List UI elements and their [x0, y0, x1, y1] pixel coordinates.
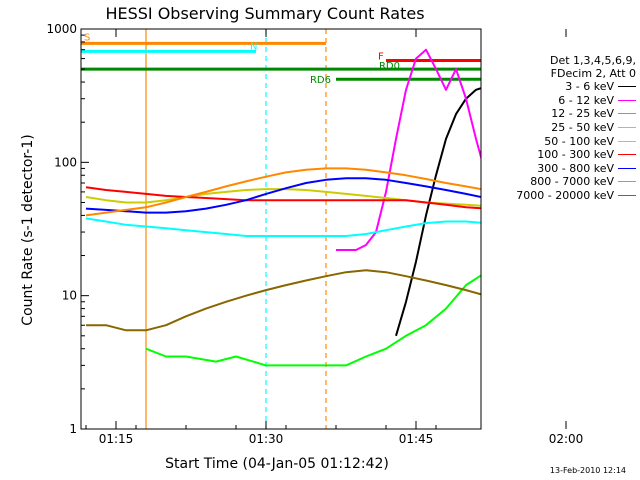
legend-item: 300 - 800 keV — [482, 162, 638, 176]
legend-label: 300 - 800 keV — [537, 161, 614, 175]
y-tick-label: 10 — [62, 289, 77, 303]
legend-header-line-1: Det 1,3,4,5,6,9, — [549, 54, 636, 67]
legend-swatch — [618, 127, 636, 129]
legend-label: 50 - 100 keV — [544, 134, 614, 148]
series-line — [145, 274, 481, 367]
legend: Det 1,3,4,5,6,9, FDecim 2, Att 0 3 - 6 k… — [482, 54, 638, 202]
legend-swatch — [618, 140, 636, 142]
series-line — [395, 87, 481, 337]
legend-item: 100 - 300 keV — [482, 148, 638, 162]
legend-item: 800 - 7000 keV — [482, 175, 638, 189]
legend-label: 25 - 50 keV — [551, 121, 614, 135]
legend-swatch — [618, 113, 636, 115]
legend-label: 800 - 7000 keV — [530, 175, 614, 189]
y-tick-label: 1000 — [46, 22, 77, 36]
legend-item: 12 - 25 keV — [482, 107, 638, 121]
legend-swatch — [618, 181, 636, 183]
x-tick-label: 01:15 — [99, 432, 134, 446]
generation-timestamp: 13-Feb-2010 12:14 — [549, 466, 626, 475]
x-tick-label: 02:00 — [549, 432, 584, 446]
series-line — [85, 188, 481, 207]
series-line — [336, 48, 481, 251]
legend-item: 6 - 12 keV — [482, 94, 638, 108]
flag-label: RD6 — [310, 75, 331, 86]
x-tick-label: 01:45 — [399, 432, 434, 446]
y-tick-label: 100 — [54, 155, 77, 169]
legend-label: 100 - 300 keV — [537, 148, 614, 162]
legend-label: 6 - 12 keV — [558, 93, 614, 107]
x-axis-label: Start Time (04-Jan-05 01:12:42) — [165, 456, 389, 472]
y-axis-label: Count Rate (s-1 detector-1) — [20, 134, 36, 325]
legend-item: 50 - 100 keV — [482, 134, 638, 148]
y-tick-label: 1 — [69, 422, 77, 436]
legend-swatch — [618, 154, 636, 156]
series-line — [86, 269, 481, 332]
legend-swatch — [618, 167, 636, 169]
plot-frame — [80, 28, 482, 430]
legend-item: 3 - 6 keV — [482, 80, 638, 94]
series-line — [85, 177, 481, 214]
flag-label: F — [378, 52, 384, 63]
series-line — [85, 217, 481, 237]
legend-label: 7000 - 20000 keV — [516, 189, 614, 203]
legend-label: 3 - 6 keV — [565, 80, 614, 94]
chart-title: HESSI Observing Summary Count Rates — [105, 4, 424, 23]
flag-label: RD0 — [379, 61, 400, 72]
series-line — [85, 167, 481, 217]
x-tick-label: 01:30 — [249, 432, 284, 446]
legend-swatch — [618, 99, 636, 101]
legend-header-line-2: FDecim 2, Att 0 — [550, 67, 636, 80]
legend-swatch — [618, 86, 636, 88]
legend-item: 25 - 50 keV — [482, 121, 638, 135]
legend-item: 7000 - 20000 keV — [482, 189, 638, 203]
flag-label: S — [84, 32, 90, 43]
legend-label: 12 - 25 keV — [551, 107, 614, 121]
flag-label: N — [250, 41, 257, 52]
legend-swatch — [618, 195, 636, 197]
